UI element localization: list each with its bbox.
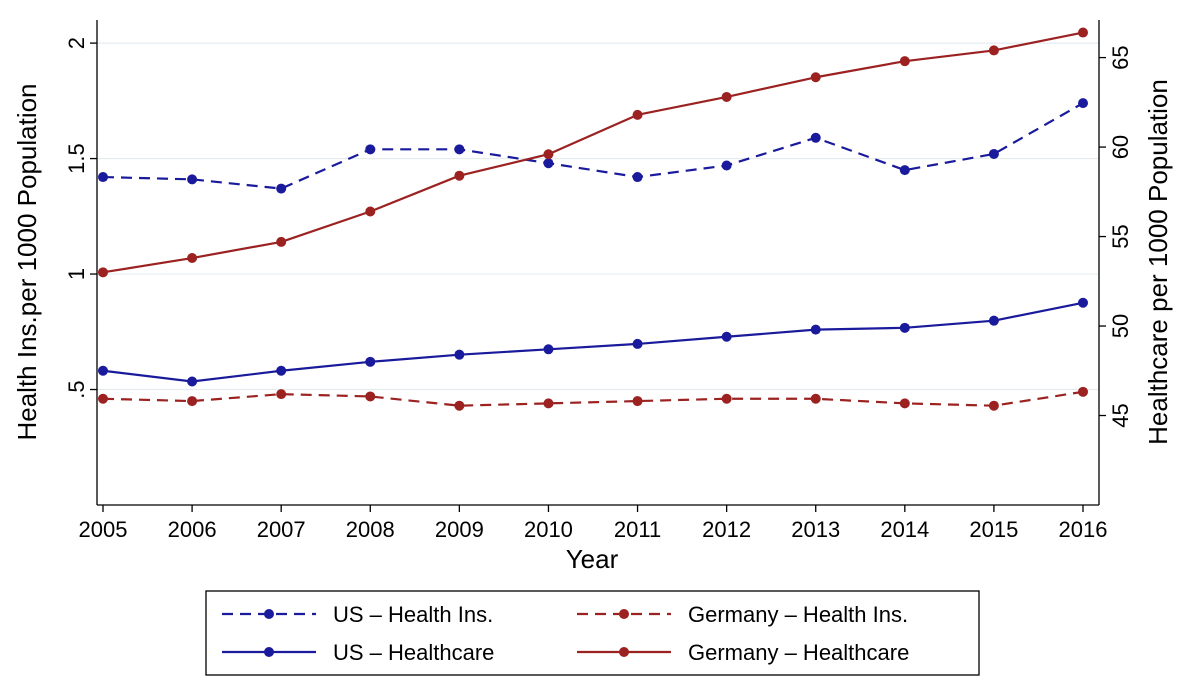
series-line-1 <box>102 390 1084 407</box>
series-point-2 <box>1078 297 1088 308</box>
series-point-1 <box>454 400 465 411</box>
series-point-2 <box>899 322 910 333</box>
y-left-tick-label: 1.5 <box>64 143 89 174</box>
axes: .5 1 1.5 2 45 50 55 60 65 2005 2006 2007 2008 2009 201… <box>64 20 1133 542</box>
x-tick-label: 2013 <box>791 517 840 542</box>
x-tick-label: 2010 <box>524 517 573 542</box>
series-point-0 <box>988 148 999 159</box>
series-point-0 <box>187 174 198 185</box>
legend-marker-1 <box>619 609 629 619</box>
series-point-0 <box>721 160 732 171</box>
series-point-1 <box>98 393 108 404</box>
series-line-2 <box>102 301 1084 383</box>
x-tick-label: 2014 <box>880 517 929 542</box>
series-point-0 <box>454 144 465 155</box>
x-tick-label: 2005 <box>79 517 128 542</box>
series-point-0 <box>98 172 108 183</box>
series-point-3 <box>899 56 910 67</box>
x-tick-label: 2012 <box>702 517 751 542</box>
x-tick-label: 2008 <box>346 517 395 542</box>
series-point-0 <box>276 183 287 194</box>
series-point-3 <box>543 149 554 160</box>
series-point-1 <box>543 398 554 409</box>
y-right-tick-label: 65 <box>1108 45 1133 69</box>
series-point-3 <box>187 253 198 264</box>
legend-label-0: US – Health Ins. <box>333 602 493 627</box>
series-point-3 <box>454 170 465 181</box>
series-point-2 <box>276 365 287 376</box>
series-point-0 <box>543 158 554 169</box>
series-point-2 <box>98 365 108 376</box>
y-left-tick-label: .5 <box>64 380 89 398</box>
gridlines <box>97 42 1099 391</box>
series-point-0 <box>365 144 376 155</box>
x-tick-label: 2007 <box>257 517 306 542</box>
series-line-3 <box>102 31 1084 274</box>
series-point-2 <box>365 356 376 367</box>
series-line-0 <box>102 102 1084 190</box>
series-point-1 <box>721 393 732 404</box>
y-right-tick-label: 55 <box>1108 224 1133 248</box>
series-point-0 <box>810 132 821 143</box>
legend-marker-2 <box>264 647 274 657</box>
series-point-0 <box>1078 98 1088 109</box>
series-point-3 <box>365 206 376 217</box>
series-point-1 <box>187 396 198 407</box>
series-point-2 <box>810 324 821 335</box>
legend: US – Health Ins. Germany – Health Ins. US … <box>205 590 980 676</box>
series-point-2 <box>543 344 554 355</box>
x-tick-label: 2009 <box>435 517 484 542</box>
series-point-2 <box>454 349 465 360</box>
series-point-2 <box>632 338 643 349</box>
x-tick-label: 2015 <box>969 517 1018 542</box>
x-tick-label: 2006 <box>168 517 217 542</box>
x-tick-label: 2011 <box>614 517 661 542</box>
legend-label-1: Germany – Health Ins. <box>688 602 908 627</box>
series-point-3 <box>276 236 287 247</box>
series-point-3 <box>98 267 108 278</box>
y-axis-left-title: Health Ins.per 1000 Population <box>12 83 42 440</box>
legend-label-2: US – Healthcare <box>333 640 494 665</box>
x-axis-title: Year <box>566 544 619 574</box>
x-tick-label: 2016 <box>1059 517 1108 542</box>
series-point-3 <box>810 72 821 83</box>
series-point-2 <box>721 331 732 342</box>
legend-box <box>205 590 980 676</box>
y-left-tick-label: 2 <box>64 37 89 49</box>
series-point-1 <box>632 396 643 407</box>
series-point-3 <box>988 45 999 56</box>
y-right-tick-label: 45 <box>1108 403 1133 427</box>
series-point-1 <box>899 398 910 409</box>
series-point-1 <box>988 400 999 411</box>
legend-marker-0 <box>264 609 274 619</box>
series-point-2 <box>988 315 999 326</box>
series-point-1 <box>276 389 287 400</box>
series-point-2 <box>187 376 198 387</box>
y-left-tick-label: 1 <box>64 268 89 280</box>
y-right-tick-label: 60 <box>1108 135 1133 159</box>
series-point-0 <box>632 172 643 183</box>
series-point-3 <box>632 109 643 120</box>
series-point-3 <box>1078 27 1088 38</box>
y-right-tick-label: 50 <box>1108 314 1133 338</box>
series-point-1 <box>810 393 821 404</box>
legend-marker-3 <box>619 647 629 657</box>
series-point-1 <box>365 391 376 402</box>
series-group <box>98 27 1088 411</box>
legend-label-3: Germany – Healthcare <box>688 640 909 665</box>
series-point-1 <box>1078 386 1088 397</box>
series-point-0 <box>899 165 910 176</box>
series-point-3 <box>721 91 732 102</box>
y-axis-right-title: Healthcare per 1000 Population <box>1143 79 1173 445</box>
